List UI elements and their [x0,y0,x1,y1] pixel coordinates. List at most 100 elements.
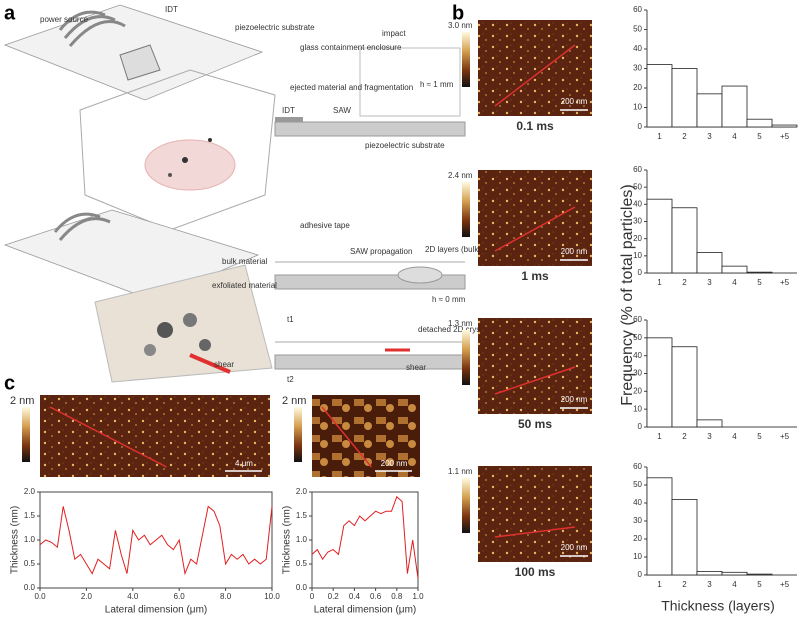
x-tick-label: 8.0 [220,592,232,601]
y-tick-label: 20 [633,234,642,243]
bar [696,571,723,576]
scale-bar-label: 200 nm [561,395,588,404]
y-tick-label: 0 [638,122,643,131]
scale-bar-label: 200 nm [381,459,408,468]
substrate-section [274,121,466,137]
bar [671,68,698,128]
crystal-icon [119,44,161,81]
profile-line [494,206,576,252]
y-tick-label: 50 [633,333,642,342]
colorbar [462,32,470,87]
schematic-label: piezoelectric substrate [235,23,315,32]
x-tick-label: 4 [732,432,737,441]
y-tick-label: 60 [633,5,642,14]
schematic-label: h ≈ 0 mm [432,295,466,304]
y-tick-label: 30 [633,516,642,525]
y-axis-label: Thickness (nm) [10,506,21,574]
time-label: 1 ms [521,269,549,283]
y-tick-label: 40 [633,44,642,53]
schematic-label: t1 [287,315,294,324]
bar [746,573,773,576]
profile-line [494,366,576,395]
inset [359,47,461,117]
schematic-label: h ≈ 1 mm [420,80,454,89]
schematic-label: bulk material [222,257,268,266]
bar [746,118,773,128]
schematic-label: adhesive tape [300,221,350,230]
bar [721,85,748,128]
y-tick-label: 0.5 [296,559,308,568]
x-tick-label: 2 [682,278,687,287]
colorbar-label: 2.4 nm [448,171,473,180]
colorbar [22,407,30,462]
bar [721,571,748,576]
bar [646,198,673,274]
x-tick-label: 1.0 [412,592,424,601]
y-tick-label: 10 [633,552,642,561]
profile-line [494,526,576,538]
panel-label: c [4,372,15,394]
x-tick-label: 3 [707,580,712,589]
schematic-label: shear [406,363,426,372]
colorbar [462,478,470,533]
scale-bar-label: 4 μm [235,459,253,468]
tape [94,264,273,383]
schematic-label: exfoliated material [212,281,277,290]
x-tick-label: 10.0 [264,592,280,601]
y-tick-label: 0 [638,268,643,277]
y-tick-label: 20 [633,534,642,543]
x-tick-label: 6.0 [174,592,186,601]
schematic-label: shear [214,360,234,369]
y-tick-label: 0.5 [24,559,36,568]
y-tick-label: 0 [638,422,643,431]
x-tick-label: 2 [682,132,687,141]
y-tick-label: 2.0 [296,487,308,496]
afm-image [312,395,420,477]
colorbar-label: 3.0 nm [448,21,473,30]
x-tick-label: +5 [780,132,790,141]
x-tick-label: 5 [757,580,762,589]
y-tick-label: 20 [633,83,642,92]
bar [696,251,723,274]
colorbar [462,330,470,385]
y-tick-label: 40 [633,351,642,360]
y-tick-label: 2.0 [24,487,36,496]
schematic-label: IDT [282,106,295,115]
x-tick-label: 3 [707,432,712,441]
time-label: 100 ms [515,565,556,579]
x-tick-label: 0.6 [370,592,382,601]
y-tick-label: 40 [633,199,642,208]
schematic-label: t2 [287,375,294,384]
y-tick-label: 10 [633,103,642,112]
x-tick-label: 0.8 [391,592,403,601]
y-tick-label: 40 [633,498,642,507]
hist-y-label: Frequency (% of total particles) [619,184,636,405]
enclosure [79,69,276,231]
time-label: 50 ms [518,417,552,431]
colorbar [294,407,302,462]
colorbar-label: 2 nm [10,395,34,407]
colorbar [462,182,470,237]
y-tick-label: 1.5 [24,511,36,520]
schematic-label: 2D layers (bulk) [425,245,481,254]
bar [696,419,723,428]
bar [671,498,698,576]
y-tick-label: 1.0 [296,535,308,544]
y-tick-label: 10 [633,251,642,260]
x-tick-label: 1 [657,580,662,589]
x-tick-label: +5 [780,580,790,589]
profile [39,505,273,576]
y-tick-label: 30 [633,217,642,226]
schematic-label: impact [382,29,406,38]
bar [671,346,698,428]
y-axis-label: Thickness (nm) [282,506,293,574]
schematic-label: SAW [333,106,351,115]
schematic-label: piezoelectric substrate [365,141,445,150]
profile [311,495,419,579]
bar [746,271,773,274]
profile-line [494,44,576,107]
y-tick-label: 50 [633,25,642,34]
afm-image [478,318,592,414]
bar [646,64,673,128]
